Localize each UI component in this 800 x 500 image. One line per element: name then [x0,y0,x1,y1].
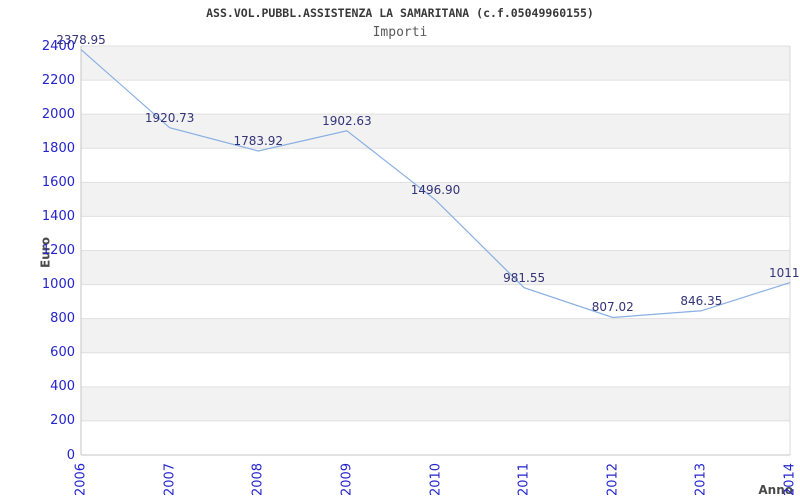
plot-band [81,386,790,421]
chart-title: ASS.VOL.PUBBL.ASSISTENZA LA SAMARITANA (… [206,6,594,20]
data-label: 846.35 [680,293,723,308]
data-label: 807.02 [591,300,634,315]
data-label: 1902.63 [322,113,372,128]
data-label: 1011.9 [769,265,800,280]
y-tick-label: 0 [66,447,75,463]
x-tick-label: 2009 [339,462,355,497]
y-tick-label: 2400 [41,38,75,54]
chart-subtitle: Importi [372,25,428,40]
data-label: 981.55 [503,270,546,285]
y-tick-label: 1200 [41,243,75,258]
x-tick-label: 2012 [605,462,621,497]
y-tick-label: 400 [50,379,75,395]
x-tick-label: 2013 [693,462,709,497]
y-tick-label: 1000 [41,277,75,293]
plot-band [81,114,790,149]
data-label: 1496.90 [410,182,461,197]
x-tick-label: 2006 [73,462,89,497]
data-label: 1920.73 [144,110,195,125]
y-tick-label: 2000 [41,106,75,122]
plot-band [81,46,790,81]
y-tick-label: 2200 [41,72,75,88]
data-label: 1783.92 [233,133,284,148]
y-tick-label: 1600 [41,174,75,190]
y-tick-label: 1800 [41,140,75,156]
x-tick-label: 2014 [782,462,798,497]
plot-band [81,318,790,353]
y-tick-label: 600 [50,345,75,361]
y-tick-label: 200 [50,413,75,429]
data-label: 2378.95 [56,32,106,47]
x-tick-label: 2008 [250,462,266,497]
x-axis-title: Anno [758,483,793,497]
y-tick-label: 1400 [41,208,75,224]
x-tick-label: 2011 [516,462,532,497]
data-line [80,49,791,319]
y-tick-label: 800 [50,311,75,327]
x-tick-label: 2010 [428,462,443,497]
plot-band [81,250,790,285]
x-tick-label: 2007 [162,462,178,497]
